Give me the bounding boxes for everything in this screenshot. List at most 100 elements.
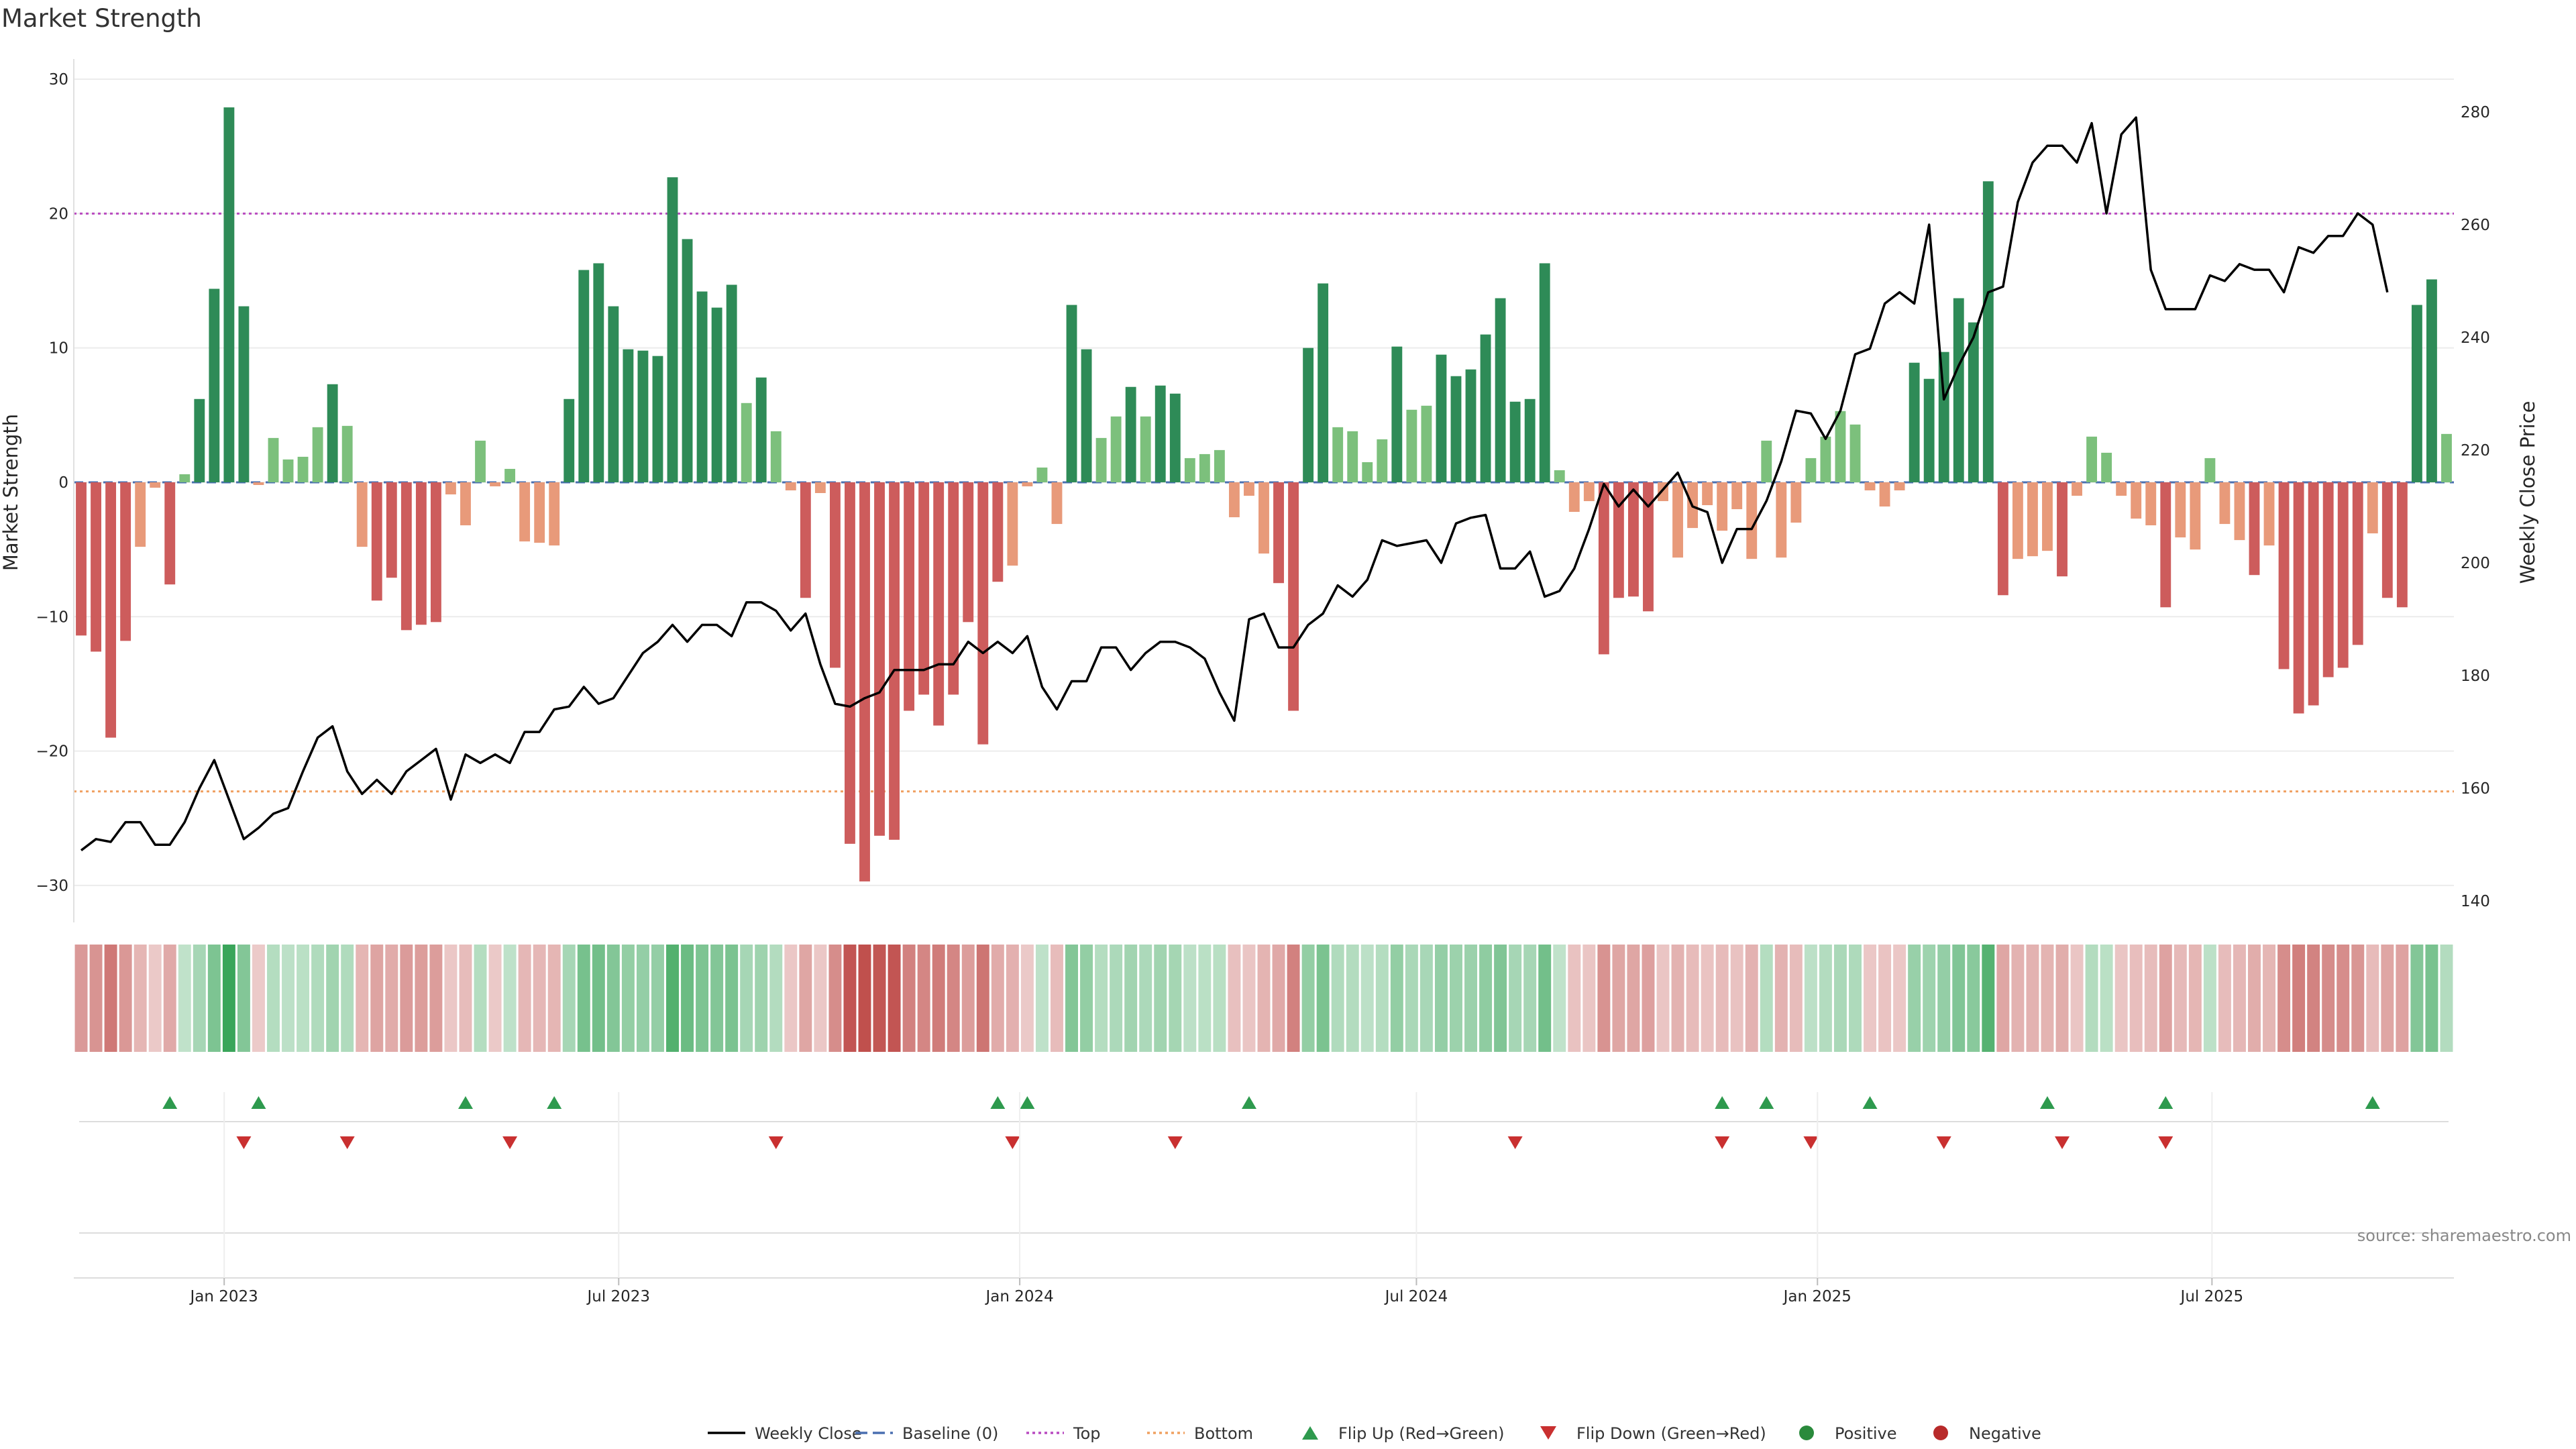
strength-bar: [164, 482, 176, 585]
heat-cell: [1124, 945, 1138, 1052]
legend-item: Flip Down (Green→Red): [1540, 1424, 1766, 1443]
flip-up-marker: [2365, 1096, 2380, 1109]
strength-bar: [845, 482, 855, 844]
heat-cell: [1375, 945, 1389, 1052]
flip-up-marker: [458, 1096, 473, 1109]
heat-cell: [1774, 945, 1788, 1052]
heat-cell: [1301, 945, 1315, 1052]
strength-bar: [800, 482, 811, 598]
strength-bar: [2426, 279, 2437, 482]
heat-cell: [488, 945, 502, 1052]
heat-cell: [814, 945, 827, 1052]
heat-cell: [1656, 945, 1670, 1052]
flip-down-marker: [339, 1136, 355, 1149]
strength-bar: [1436, 354, 1447, 482]
strength-bar: [1820, 436, 1831, 482]
x-tick-label: Jan 2023: [189, 1288, 258, 1305]
heat-cell: [252, 945, 265, 1052]
strength-bar: [859, 482, 870, 881]
heat-cell: [1228, 945, 1241, 1052]
strength-bar: [667, 177, 678, 482]
heat-cell: [400, 945, 413, 1052]
strength-bar: [1731, 482, 1743, 510]
flip-down-marker: [1507, 1136, 1523, 1149]
heat-cell: [2055, 945, 2069, 1052]
strength-bar: [504, 468, 516, 482]
strength-bar: [1258, 482, 1269, 554]
heat-cell: [1878, 945, 1892, 1052]
heat-cell: [326, 945, 339, 1052]
y-tick-label: −20: [36, 743, 68, 761]
flip-down-marker: [1936, 1136, 1951, 1149]
heat-cell: [681, 945, 694, 1052]
strength-bar: [1568, 482, 1580, 513]
strength-bar: [874, 482, 885, 836]
heat-cell: [1982, 945, 1995, 1052]
strength-bar: [992, 482, 1004, 582]
strength-bar: [1938, 352, 1949, 482]
strength-bar: [1835, 411, 1846, 482]
heat-cell: [1272, 945, 1285, 1052]
strength-bar: [2234, 482, 2245, 541]
heat-cell: [1051, 945, 1063, 1052]
strength-bar: [341, 425, 353, 482]
strength-bar: [1982, 181, 1994, 482]
strength-heat-strip: [74, 945, 2453, 1052]
strength-bar: [2293, 482, 2304, 714]
strength-bar: [1790, 482, 1802, 523]
strength-bar: [2116, 482, 2127, 496]
strength-bar: [386, 482, 397, 578]
heat-cell: [1967, 945, 1980, 1052]
strength-bar: [814, 482, 826, 494]
strength-bar: [2131, 482, 2142, 519]
strength-bar: [608, 306, 619, 482]
heat-cell: [1553, 945, 1566, 1052]
heat-cell: [902, 945, 916, 1052]
strength-bar: [415, 482, 427, 625]
y-tick-label: 10: [49, 340, 68, 358]
flip-up-marker: [251, 1096, 266, 1109]
y2-tick-label: 260: [2461, 217, 2490, 234]
heat-cell: [1715, 945, 1729, 1052]
heat-cell: [1864, 945, 1877, 1052]
heat-cell: [1494, 945, 1507, 1052]
strength-bar: [1244, 482, 1254, 496]
strength-bar: [1081, 349, 1092, 482]
heat-cell: [370, 945, 384, 1052]
strength-bar: [2381, 482, 2393, 598]
strength-bar: [755, 377, 767, 482]
heat-cell: [606, 945, 620, 1052]
heat-cell: [769, 945, 783, 1052]
heat-cell: [1568, 945, 1581, 1052]
heat-cell: [1242, 945, 1256, 1052]
strength-bar: [1406, 409, 1417, 482]
strength-bar: [1879, 482, 1890, 507]
heat-cell: [1789, 945, 1803, 1052]
strength-bar: [2337, 482, 2349, 668]
heat-cell: [696, 945, 709, 1052]
strength-bar: [1421, 405, 1432, 482]
heat-cell: [888, 945, 901, 1052]
strength-bar: [1465, 369, 1477, 482]
strength-bar: [223, 107, 235, 482]
heat-cell: [311, 945, 325, 1052]
flip-down-marker: [502, 1136, 518, 1149]
y2-tick-label: 180: [2461, 667, 2490, 685]
weekly-close-line: [80, 116, 2389, 851]
heat-cell: [119, 945, 132, 1052]
legend-swatch-dot: [1799, 1426, 1814, 1440]
flip-down-marker: [236, 1136, 252, 1149]
heat-cell: [1479, 945, 1493, 1052]
strength-bar: [785, 482, 796, 490]
heat-cell: [1169, 945, 1182, 1052]
flip-up-marker: [1862, 1096, 1878, 1109]
y-tick-label: 20: [49, 205, 68, 223]
strength-bar: [135, 482, 146, 547]
heat-cell: [2011, 945, 2025, 1052]
date-axis: Jan 2023 Jul 2023 Jan 2024 Jul 2024 Jan 2025…: [74, 1092, 2454, 1305]
heat-cell: [2203, 945, 2216, 1052]
strength-bar: [1643, 482, 1654, 612]
strength-bar: [150, 482, 161, 488]
heat-cell: [2263, 945, 2276, 1052]
legend-item: Positive: [1799, 1424, 1897, 1443]
